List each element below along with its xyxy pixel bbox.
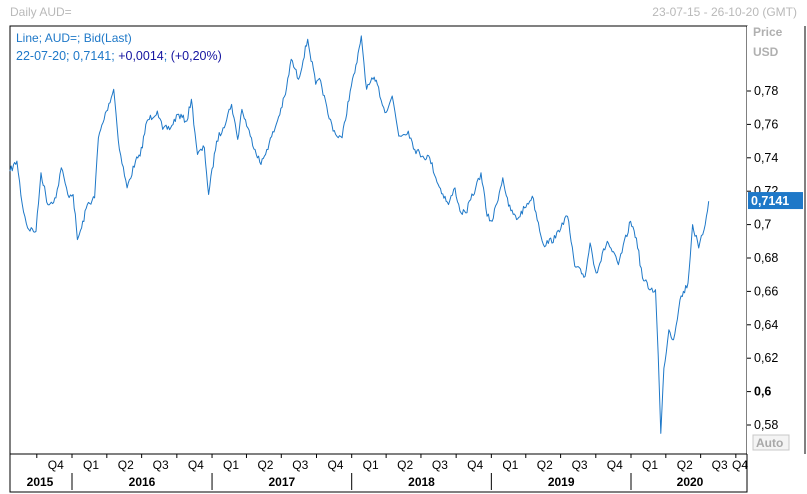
legend-value: 0,7141: [73, 49, 111, 63]
x-quarter-label: Q3: [572, 458, 588, 472]
chart-title: Daily AUD=: [10, 5, 72, 19]
y-tick-label: 0,6: [754, 385, 771, 399]
x-axis-band: [9, 453, 748, 493]
x-quarter-label: Q1: [363, 458, 379, 472]
last-value-badge: [748, 192, 803, 210]
legend-change: +0,0014: [118, 49, 164, 63]
x-quarter-label: Q4: [188, 458, 204, 472]
y-axis: 0,580,60,620,640,660,680,70,720,740,760,…: [747, 84, 778, 432]
y-tick-label: 0,78: [754, 84, 778, 98]
x-quarter-label: Q2: [537, 458, 553, 472]
x-year-label: 2017: [269, 475, 296, 489]
x-quarter-label: Q1: [83, 458, 99, 472]
date-range: 23-07-15 - 26-10-20 (GMT): [652, 5, 797, 19]
y-tick-label: 0,66: [754, 284, 778, 298]
x-quarter-label: Q3: [432, 458, 448, 472]
x-quarter-label: Q4: [732, 458, 748, 472]
last-value-text: 0,7141: [751, 194, 789, 208]
x-year-label: 2015: [27, 475, 54, 489]
x-quarter-label: Q4: [327, 458, 343, 472]
x-quarter-label: Q2: [677, 458, 693, 472]
legend-change-pct: (+0,20%): [171, 49, 222, 63]
x-quarter-label: Q4: [48, 458, 64, 472]
legend-values: 22-07-20; 0,7141; +0,0014; (+0,20%): [16, 49, 222, 63]
aud-price-line: [9, 35, 710, 434]
x-year-label: 2019: [548, 475, 575, 489]
x-quarter-label: Q1: [642, 458, 658, 472]
x-quarter-label: Q4: [467, 458, 483, 472]
y-tick-label: 0,68: [754, 251, 778, 265]
y-axis-band: [747, 26, 805, 454]
x-quarter-label: Q3: [712, 458, 728, 472]
x-quarter-label: Q3: [292, 458, 308, 472]
y-tick-label: 0,7: [754, 218, 771, 232]
currency-axis-label: USD: [753, 45, 779, 59]
x-quarter-label: Q4: [607, 458, 623, 472]
x-quarter-label: Q1: [502, 458, 518, 472]
auto-scale-label: Auto: [756, 436, 783, 450]
x-year-label: 2018: [408, 475, 435, 489]
legend-series-label: Line; AUD=; Bid(Last): [16, 31, 132, 45]
y-tick-label: 0,64: [754, 318, 778, 332]
y-tick-label: 0,62: [754, 351, 778, 365]
x-quarter-label: Q2: [118, 458, 134, 472]
legend-date: 22-07-20: [16, 49, 66, 63]
x-quarter-label: Q1: [223, 458, 239, 472]
auto-scale-button[interactable]: [752, 434, 790, 451]
x-year-label: 2016: [129, 475, 156, 489]
x-quarter-label: Q2: [257, 458, 273, 472]
y-tick-label: 0,58: [754, 418, 778, 432]
y-tick-label: 0,74: [754, 151, 778, 165]
x-quarter-label: Q3: [153, 458, 169, 472]
y-tick-label: 0,76: [754, 117, 778, 131]
x-axis: Q4 Q1 Q2 Q3 Q4 Q1 Q2 Q3 Q4 Q1 Q2 Q3 Q4 Q1 Q2 Q3 Q4 Q1 Q2 Q3…: [27, 454, 748, 490]
x-year-label: 2020: [677, 475, 704, 489]
price-axis-label: Price: [753, 25, 783, 39]
x-quarter-label: Q2: [397, 458, 413, 472]
